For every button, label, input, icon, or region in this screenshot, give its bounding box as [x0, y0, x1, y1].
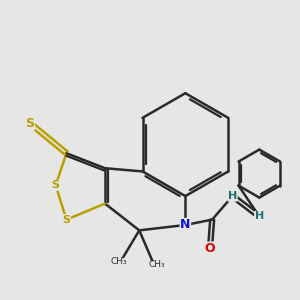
Text: S: S	[52, 180, 60, 190]
Text: O: O	[205, 242, 215, 255]
Text: N: N	[180, 218, 190, 232]
Text: S: S	[62, 214, 70, 225]
Text: S: S	[26, 117, 34, 130]
Text: H: H	[228, 191, 237, 201]
Text: H: H	[255, 212, 264, 221]
Text: CH₃: CH₃	[110, 257, 127, 266]
Text: CH₃: CH₃	[148, 260, 165, 269]
